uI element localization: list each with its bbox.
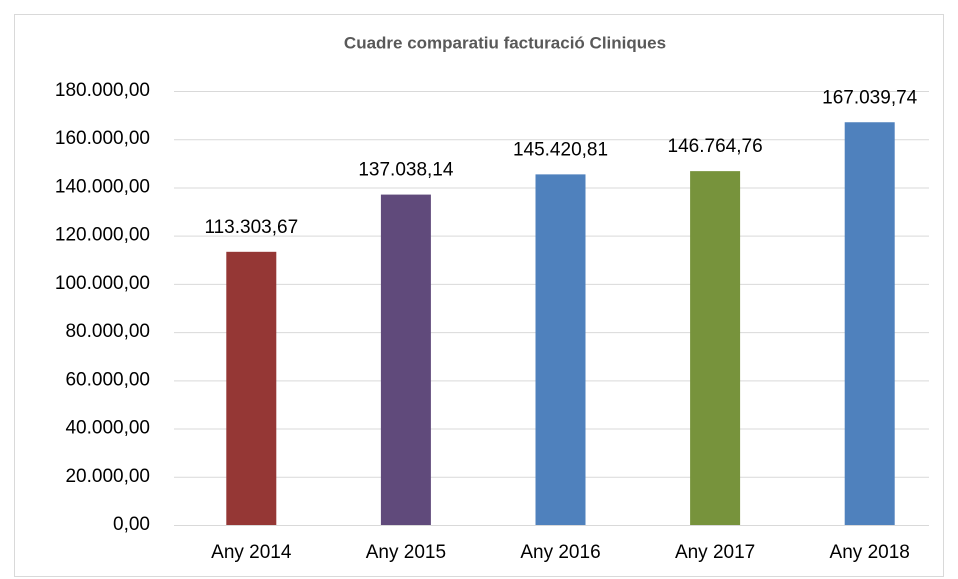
y-tick-label: 60.000,00 (65, 369, 150, 390)
data-label: 113.303,67 (204, 217, 298, 238)
y-tick-label: 100.000,00 (55, 273, 150, 294)
x-tick-label: Any 2015 (366, 542, 446, 563)
x-tick-label: Any 2016 (520, 542, 600, 563)
bar (535, 174, 586, 525)
y-tick-label: 160.000,00 (55, 128, 150, 149)
data-label: 137.038,14 (358, 160, 454, 181)
y-tick-label: 140.000,00 (55, 176, 150, 197)
bar (690, 171, 741, 525)
bar (226, 251, 277, 525)
chart-title: Cuadre comparatiu facturació Cliniques (344, 33, 666, 52)
y-tick-label: 40.000,00 (65, 418, 150, 439)
data-label: 146.764,76 (668, 136, 763, 157)
chart-border (14, 14, 944, 577)
y-tick-label: 120.000,00 (55, 225, 150, 246)
data-label: 145.420,81 (513, 139, 608, 160)
x-tick-label: Any 2018 (830, 542, 910, 563)
y-tick-label: 80.000,00 (65, 321, 150, 342)
bar (380, 194, 431, 525)
y-tick-label: 180.000,00 (55, 80, 150, 101)
bar (844, 122, 895, 525)
x-tick-label: Any 2017 (675, 542, 755, 563)
x-tick-label: Any 2014 (211, 542, 292, 563)
data-label: 167.039,74 (822, 87, 918, 108)
y-tick-label: 0,00 (113, 514, 150, 535)
y-tick-label: 20.000,00 (65, 466, 150, 487)
